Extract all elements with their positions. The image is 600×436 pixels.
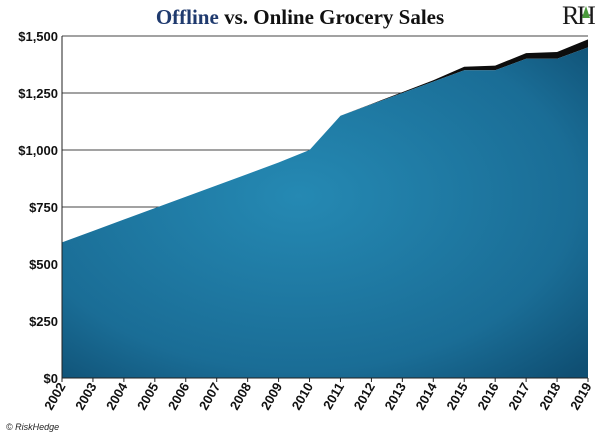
x-tick-label: 2015	[443, 380, 470, 413]
x-tick-label: 2006	[165, 380, 192, 413]
credit: © RiskHedge	[6, 422, 59, 432]
x-tick-label: 2008	[227, 380, 254, 413]
x-tick-label: 2010	[289, 380, 316, 413]
x-tick-label: 2014	[412, 379, 440, 412]
y-tick-label: $0	[44, 371, 58, 386]
y-tick-label: $1,000	[18, 143, 58, 158]
x-tick-label: 2019	[567, 380, 594, 413]
logo-letter-r: R	[562, 1, 580, 30]
x-tick-label: 2005	[134, 380, 161, 413]
series-offline-area	[62, 47, 588, 379]
x-tick-label: 2012	[351, 380, 378, 413]
x-tick-label: 2007	[196, 380, 223, 413]
x-tick-label: 2009	[258, 380, 285, 413]
area-series	[62, 39, 588, 379]
logo-arrow-icon	[582, 6, 590, 18]
y-tick-label: $500	[29, 257, 58, 272]
y-tick-label: $250	[29, 314, 58, 329]
x-tick-label: 2018	[536, 380, 563, 413]
x-tick-label: 2016	[474, 380, 501, 413]
axes	[61, 36, 588, 379]
y-axis-ticks: $0 $250 $500 $750 $1,000 $1,250 $1,500	[18, 29, 58, 386]
y-tick-label: $1,250	[18, 86, 58, 101]
x-tick-label: 2011	[320, 380, 347, 412]
y-tick-label: $750	[29, 200, 58, 215]
x-tick-label: 2013	[381, 380, 408, 413]
x-tick-label: 2004	[103, 379, 131, 412]
y-tick-label: $1,500	[18, 29, 58, 44]
chart-title-part2: vs. Online Grocery Sales	[219, 5, 444, 29]
chart-title: Offline vs. Online Grocery Sales	[156, 5, 444, 29]
chart-title-part1: Offline	[156, 5, 219, 29]
x-tick-label: 2017	[505, 380, 532, 413]
x-tick-label: 2003	[72, 380, 99, 413]
logo: R H	[562, 1, 596, 30]
x-axis-ticks: 2002 2003 2004 2005 2006 2007 2008 2009 2010 2011…	[41, 378, 595, 413]
